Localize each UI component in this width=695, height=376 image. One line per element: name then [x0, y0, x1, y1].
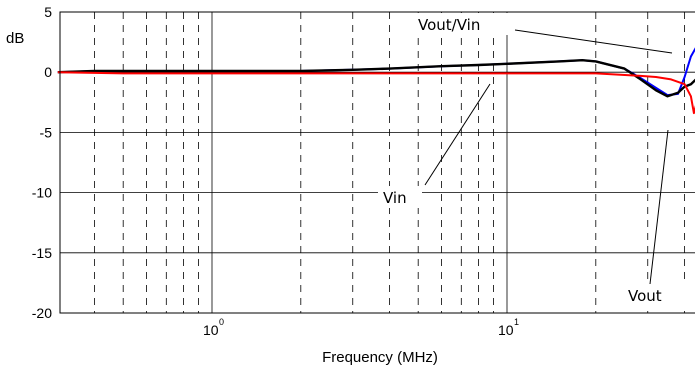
annotation-leader-vin	[424, 83, 491, 186]
series-line-1	[57, 59, 695, 98]
series-line-2	[57, 71, 695, 115]
annotation-leader-vout	[649, 129, 669, 285]
x-tick-exponent: 0	[219, 317, 224, 327]
x-tick-label: 10	[203, 322, 219, 338]
y-tick-label: 5	[44, 4, 52, 20]
annotation-vout-vin: Vout/Vin	[418, 16, 480, 34]
annotation-vout: Vout	[628, 287, 662, 305]
y-tick-label: -15	[32, 245, 52, 261]
grid	[60, 11, 695, 314]
y-tick-labels: 5 0 -5 -10 -15 -20	[32, 4, 52, 321]
y-tick-label: 0	[44, 64, 52, 80]
y-tick-label: -10	[32, 185, 52, 201]
annotation-vin: Vin	[383, 189, 407, 207]
annotation-bg-vin	[378, 186, 422, 208]
series-group	[57, 47, 695, 115]
x-tick-labels: 10 0 10 1	[203, 317, 519, 338]
y-tick-label: -20	[32, 305, 52, 321]
annotation-bg-vout-vin	[414, 13, 514, 35]
annotations-group: Vout/Vin Vin Vout	[378, 13, 688, 306]
x-axis-label: Frequency (MHz)	[322, 349, 438, 366]
annotation-leader-vout-vin	[514, 29, 673, 54]
x-tick-exponent: 1	[514, 317, 519, 327]
plot-frame	[59, 11, 695, 314]
y-axis-label: dB	[6, 30, 24, 47]
annotation-bg-vout	[624, 284, 688, 306]
x-tick-label: 10	[498, 322, 514, 338]
y-tick-label: -5	[40, 124, 53, 140]
